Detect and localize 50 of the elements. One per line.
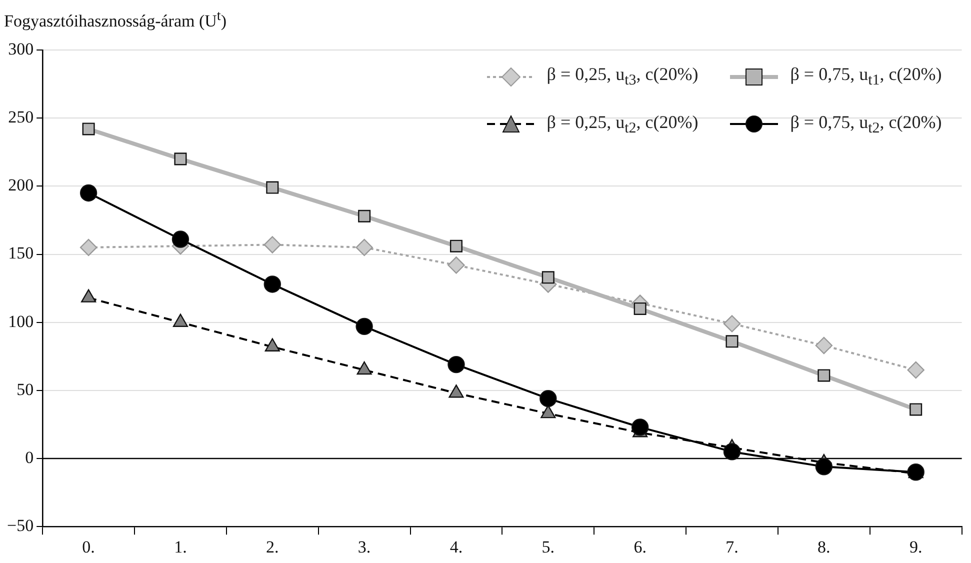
y-tick-label: 0 [25,448,34,467]
x-tick-label: 7. [726,537,738,556]
y-axis-title: Fogyasztóihasznosság-áram (U$^{t}$) [4,8,227,32]
point [266,181,279,194]
x-tick-label: 1. [174,537,187,556]
point [634,302,646,315]
point [356,238,373,256]
y-tick-label: 200 [8,176,34,195]
point [815,336,833,354]
point [80,238,98,256]
point [540,390,557,408]
point [723,315,741,332]
point [264,276,281,293]
point [450,240,462,252]
x-tick-label: 0. [82,537,95,556]
y-tick-label: 50 [16,380,34,399]
point [264,236,281,254]
point [907,361,924,379]
point [910,403,922,416]
x-tick-label: 2. [266,537,279,556]
point [815,458,833,476]
y-tick-label: 300 [8,39,34,58]
point [172,230,190,248]
legend-label: β = 0,25, u$_{t2}$, c(20%) [546,112,698,138]
point [726,335,738,348]
point [542,271,554,284]
x-tick-label: 8. [818,537,830,556]
point [356,318,373,336]
y-tick-label: −50 [6,516,34,536]
x-tick-label: 5. [542,537,555,556]
point [723,443,741,460]
legend-label: β = 0,75, u$_{t2}$, c(20%) [790,112,942,138]
point [818,369,830,382]
point [631,418,649,436]
point [358,210,371,222]
point [907,464,924,481]
point [82,122,95,136]
x-tick-label: 4. [450,537,463,556]
point [448,256,465,274]
point [448,356,465,374]
y-tick-label: 250 [8,108,34,127]
point [174,152,187,166]
y-tick-label: 150 [8,244,34,263]
legend-label: β = 0,25, u$_{t3}$, c(20%) [546,64,698,90]
x-tick-label: 9. [909,537,922,556]
legend-label: β = 0,75, u$_{t1}$, c(20%) [790,64,942,90]
x-tick-label: 3. [358,537,371,556]
point [80,184,98,202]
x-tick-label: 6. [634,537,646,556]
y-tick-label: 100 [8,312,34,331]
